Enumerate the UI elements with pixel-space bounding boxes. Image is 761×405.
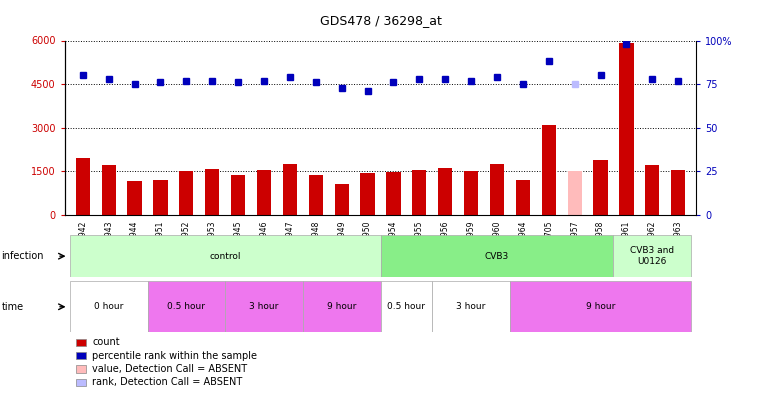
Bar [613, 235, 691, 277]
Text: value, Detection Call = ABSENT: value, Detection Call = ABSENT [92, 364, 247, 374]
Bar [464, 171, 478, 215]
Bar [432, 281, 510, 332]
Text: 0.5 hour: 0.5 hour [167, 302, 205, 311]
Bar [490, 164, 504, 215]
Bar [309, 175, 323, 215]
Text: 9 hour: 9 hour [327, 302, 356, 311]
Bar [154, 180, 167, 215]
Text: GDS478 / 36298_at: GDS478 / 36298_at [320, 14, 441, 27]
Bar [75, 158, 90, 215]
Bar [542, 125, 556, 215]
Bar [101, 165, 116, 215]
Bar [510, 281, 691, 332]
Bar [335, 184, 349, 215]
Bar [257, 170, 271, 215]
Text: 0.5 hour: 0.5 hour [387, 302, 425, 311]
Text: 0 hour: 0 hour [94, 302, 123, 311]
Bar [148, 281, 225, 332]
Bar [516, 180, 530, 215]
Bar [387, 172, 400, 215]
Bar [205, 169, 219, 215]
Bar [361, 173, 374, 215]
Bar [594, 160, 607, 215]
Text: time: time [2, 302, 24, 312]
Bar [671, 170, 686, 215]
Bar [645, 165, 660, 215]
Text: CVB3 and
U0126: CVB3 and U0126 [630, 247, 674, 266]
Bar [283, 164, 297, 215]
Text: 3 hour: 3 hour [250, 302, 279, 311]
Text: rank, Detection Call = ABSENT: rank, Detection Call = ABSENT [92, 377, 242, 387]
Text: CVB3: CVB3 [485, 252, 509, 261]
Bar [438, 168, 452, 215]
Text: infection: infection [2, 251, 44, 261]
Bar [303, 281, 380, 332]
Bar [180, 171, 193, 215]
Bar [231, 175, 245, 215]
Bar [412, 170, 426, 215]
Text: count: count [92, 337, 119, 347]
Text: percentile rank within the sample: percentile rank within the sample [92, 351, 257, 360]
Text: 3 hour: 3 hour [457, 302, 486, 311]
Bar [225, 281, 303, 332]
Bar [70, 281, 148, 332]
Bar [127, 181, 142, 215]
Text: control: control [209, 252, 241, 261]
Bar [380, 235, 613, 277]
Bar [619, 43, 634, 215]
Bar [568, 171, 581, 215]
Bar [70, 235, 380, 277]
Text: 9 hour: 9 hour [586, 302, 615, 311]
Bar [380, 281, 432, 332]
